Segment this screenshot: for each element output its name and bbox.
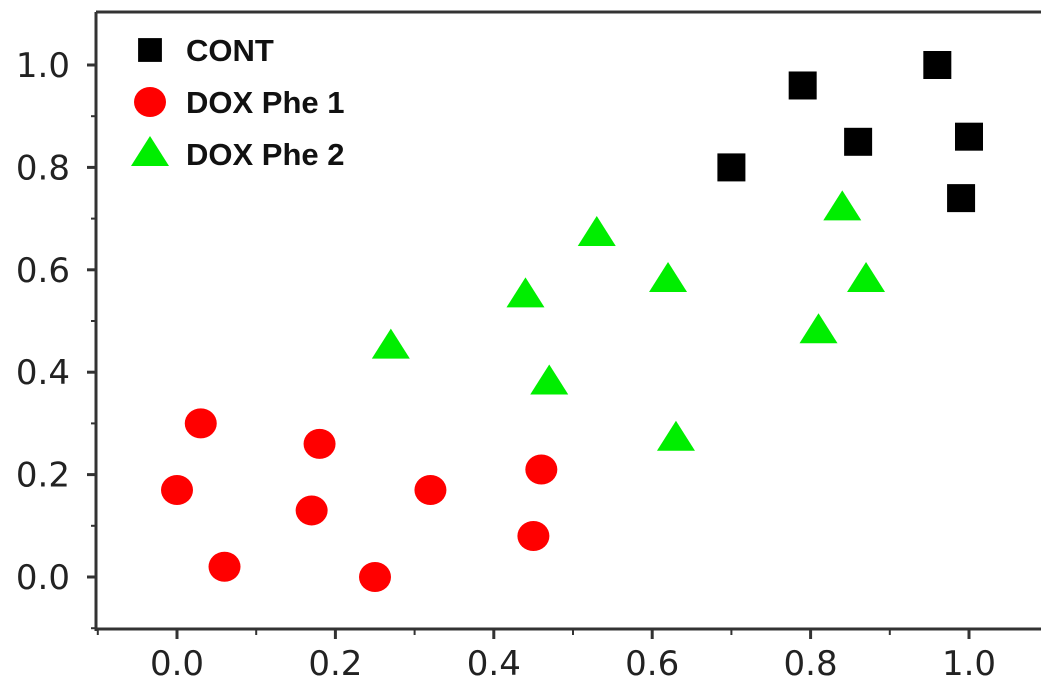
legend-label: CONT xyxy=(186,33,274,68)
x-tick-label: 0.0 xyxy=(150,644,204,684)
legend-label: DOX Phe 2 xyxy=(186,137,345,172)
x-tick-label: 0.2 xyxy=(308,644,362,684)
dox-phe-2-point xyxy=(577,215,616,246)
y-tick-label: 0.6 xyxy=(16,251,70,291)
dox-phe-1-point xyxy=(184,408,217,439)
x-tick-label: 1.0 xyxy=(942,644,996,684)
cont-point xyxy=(788,71,817,100)
dox-phe-2-point xyxy=(506,277,545,308)
x-tick-label: 0.6 xyxy=(625,644,679,684)
y-tick-label: 1.0 xyxy=(16,46,70,86)
dox-phe-1-point xyxy=(359,562,391,592)
dox-phe-2-point xyxy=(530,364,569,395)
cont-point xyxy=(717,153,746,182)
cont-point xyxy=(923,51,952,79)
dox-phe-2-point xyxy=(799,313,838,344)
dox-phe-1-point xyxy=(517,521,550,552)
y-tick-label: 0.8 xyxy=(16,148,70,188)
dox-phe-2-point xyxy=(371,328,410,359)
legend-marker-triangle xyxy=(131,136,169,166)
y-tick-label: 0.4 xyxy=(16,353,70,393)
legend-marker-square xyxy=(138,38,162,62)
cont-point xyxy=(955,122,983,151)
x-tick-label: 0.4 xyxy=(467,644,521,684)
dox-phe-2-point xyxy=(649,262,688,293)
cont-point xyxy=(844,127,873,156)
dox-phe-2-point xyxy=(656,420,695,451)
y-tick-label: 0.2 xyxy=(16,456,70,496)
cont-point xyxy=(947,184,976,213)
data-points xyxy=(161,51,983,592)
legend-label: DOX Phe 1 xyxy=(186,85,345,120)
dox-phe-1-point xyxy=(161,474,193,505)
legend: CONT DOX Phe 1 DOX Phe 2 xyxy=(131,33,345,172)
dox-phe-1-point xyxy=(303,428,336,459)
dox-phe-1-point xyxy=(208,551,241,582)
dox-phe-1-point xyxy=(525,454,558,485)
y-tick-label: 0.0 xyxy=(16,558,70,598)
x-tick-label: 0.8 xyxy=(784,644,838,684)
dox-phe-2-point xyxy=(823,190,862,221)
legend-marker-circle xyxy=(134,87,166,117)
dox-phe-1-point xyxy=(414,474,447,505)
axis-ticks: 0.0 0.2 0.4 0.6 0.8 1.0 0.0 0.2 0.4 0.6 0.8 1.0 xyxy=(16,46,996,684)
dox-phe-2-point xyxy=(847,262,886,293)
dox-phe-1-point xyxy=(295,495,328,526)
